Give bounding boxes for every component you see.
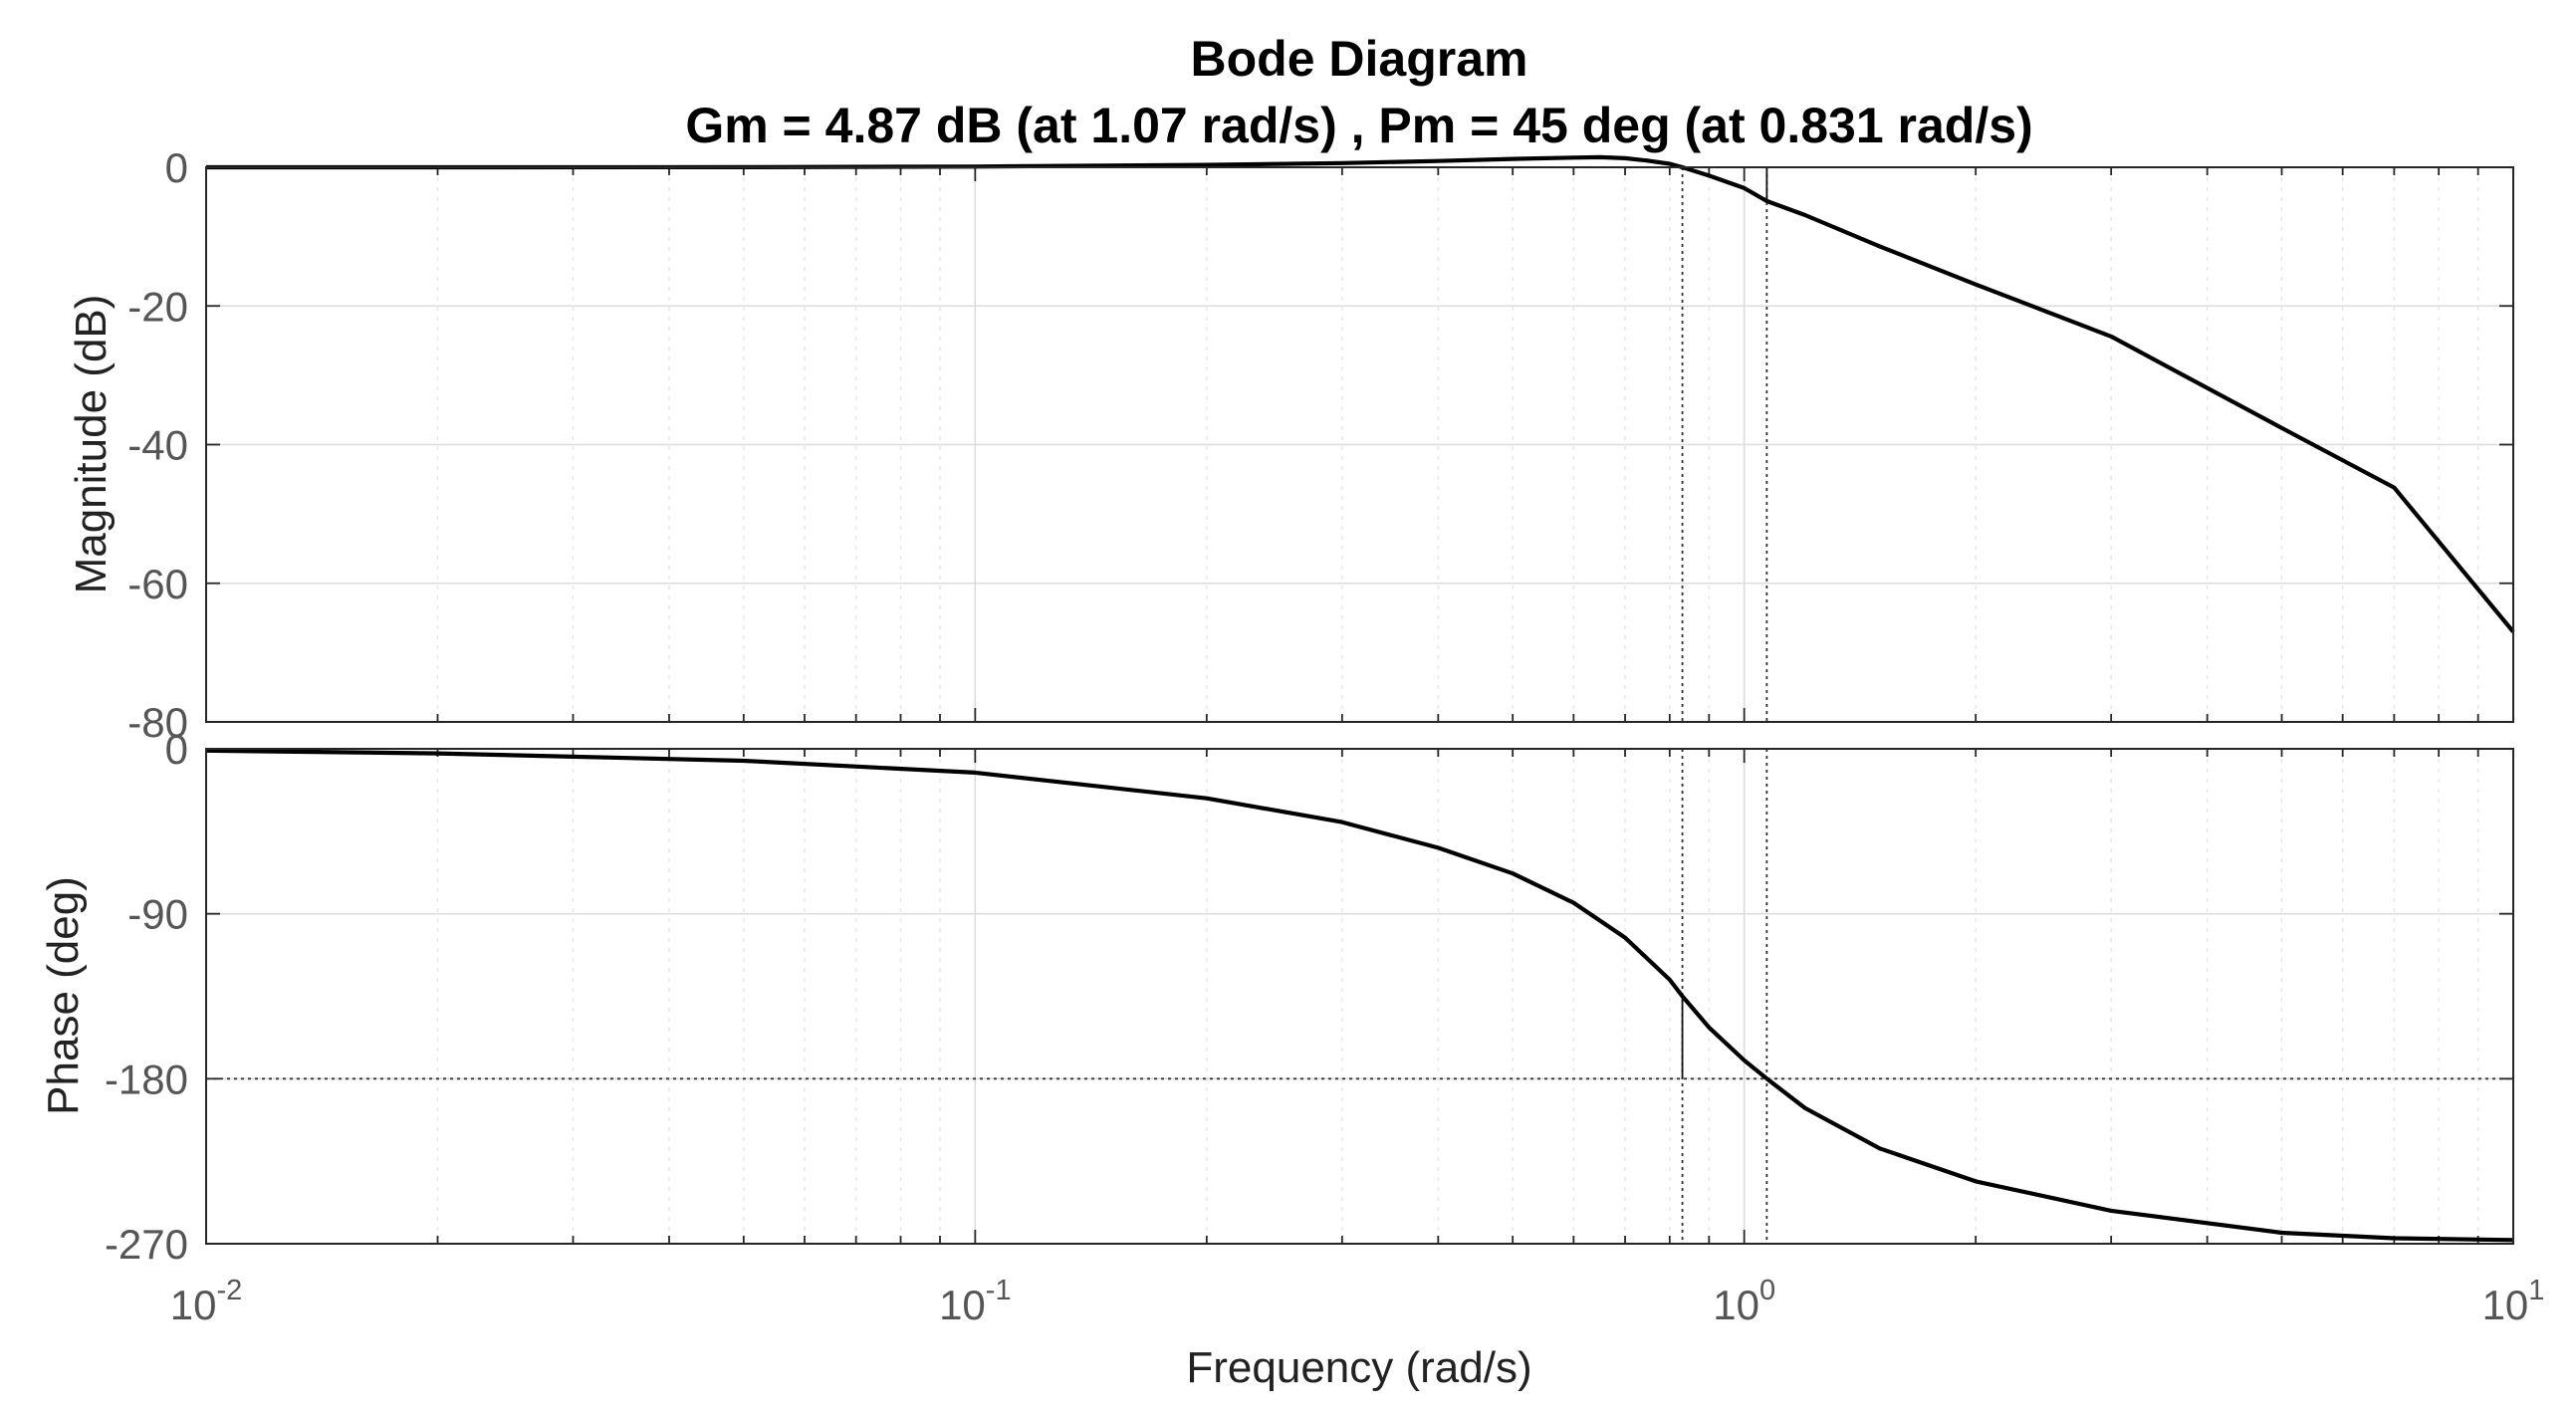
phase-axes-frame — [205, 748, 2514, 1245]
phase-panel: 0 -90 -180 -270 Phase (deg) — [39, 726, 2514, 1268]
x-axis-ticks: 10-2 10-1 100 101 — [170, 1275, 2545, 1328]
y-tick-label: -270 — [105, 1221, 188, 1268]
y-tick-label: -80 — [127, 699, 188, 746]
magnitude-y-label: Magnitude (dB) — [67, 295, 116, 594]
x-tick-label: 10-2 — [170, 1275, 243, 1328]
y-tick-label: -60 — [127, 561, 188, 607]
chart-title: Bode Diagram — [1191, 31, 1528, 87]
magnitude-axes-frame — [205, 166, 2514, 723]
phase-curve — [205, 748, 2514, 1243]
y-tick-label: 0 — [165, 144, 188, 191]
y-tick-label: -180 — [105, 1056, 188, 1102]
magnitude-panel: 0 -20 -40 -60 -80 Magnitude (dB) — [67, 144, 2515, 746]
x-axis-label: Frequency (rad/s) — [1186, 1343, 1531, 1392]
y-tick-label: -20 — [127, 283, 188, 330]
y-tick-label: -90 — [127, 891, 188, 938]
phase-reference-lines — [206, 749, 2513, 1244]
phase-y-label: Phase (deg) — [39, 876, 88, 1115]
x-tick-label: 10-1 — [939, 1275, 1012, 1328]
y-tick-label: -40 — [127, 422, 188, 469]
chart-subtitle: Gm = 4.87 dB (at 1.07 rad/s) , Pm = 45 d… — [685, 98, 2032, 153]
magnitude-y-ticks: 0 -20 -40 -60 -80 — [127, 144, 188, 746]
magnitude-curve — [206, 154, 2515, 633]
magnitude-grid — [205, 166, 2513, 723]
phase-grid — [205, 748, 2513, 1245]
x-tick-label: 100 — [1713, 1275, 1775, 1328]
phase-y-ticks: 0 -90 -180 -270 — [105, 726, 188, 1268]
x-tick-label: 101 — [2482, 1275, 2545, 1328]
y-tick-label: 0 — [165, 726, 188, 773]
